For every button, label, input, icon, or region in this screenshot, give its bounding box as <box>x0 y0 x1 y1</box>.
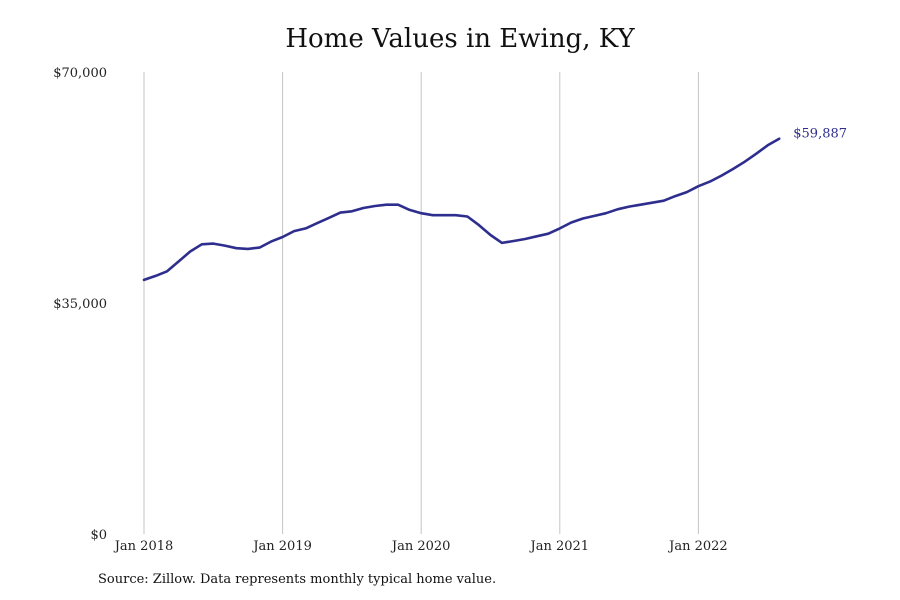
y-tick-label: $70,000 <box>53 66 107 81</box>
chart-title: Home Values in Ewing, KY <box>285 24 635 54</box>
x-tick-label: Jan 2019 <box>251 539 312 554</box>
y-tick-label: $0 <box>90 528 107 543</box>
x-tick-label: Jan 2022 <box>667 539 728 554</box>
series-line <box>142 137 781 282</box>
x-tick-label: Jan 2020 <box>390 539 451 554</box>
end-value-label: $59,887 <box>793 127 847 142</box>
x-tick-label: Jan 2018 <box>113 539 174 554</box>
y-tick-label: $35,000 <box>53 297 107 312</box>
source-note: Source: Zillow. Data represents monthly … <box>98 572 497 587</box>
x-tick-label: Jan 2021 <box>529 539 590 554</box>
